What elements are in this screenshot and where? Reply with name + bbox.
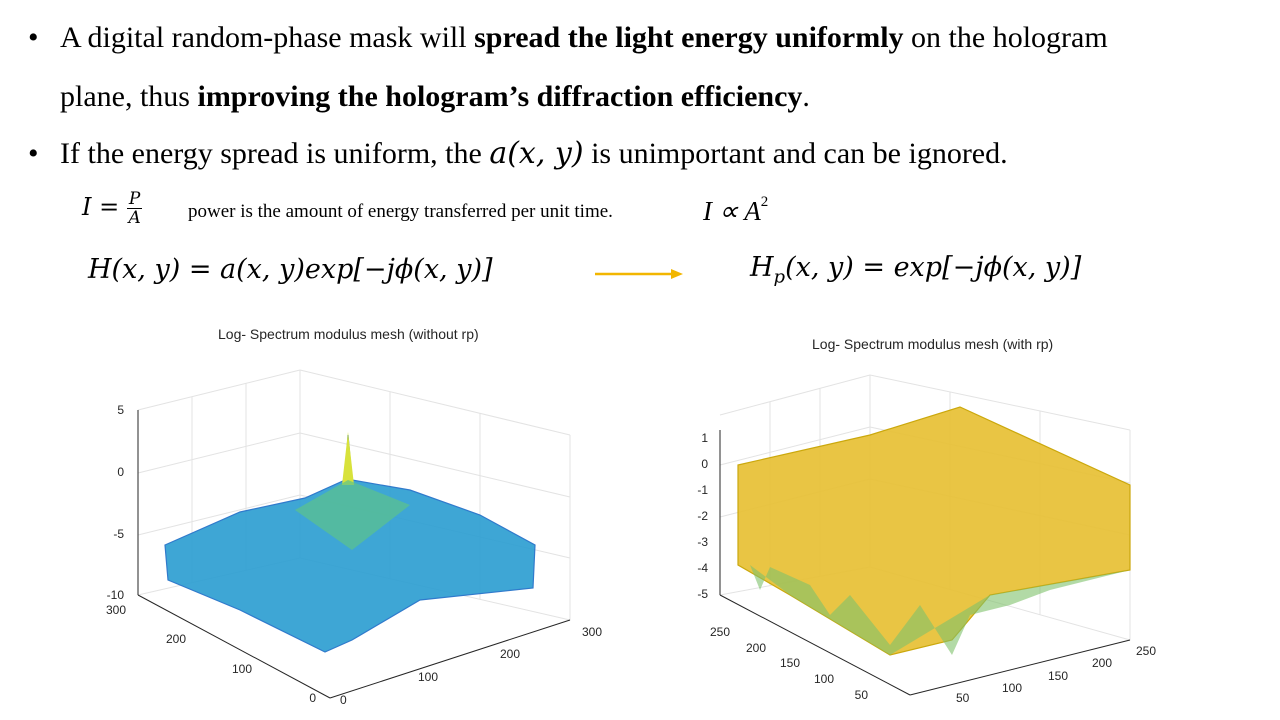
left-plot-title: Log- Spectrum modulus mesh (without rp) [218,326,479,342]
z-tick-label: 0 [701,457,708,471]
intensity-fraction: P A [126,189,143,228]
left-plot-axes [137,410,571,699]
intensity-lhs: I = [82,193,120,221]
right-plot-title: Log- Spectrum modulus mesh (with rp) [812,336,1054,352]
y-tick-label: 200 [746,641,766,655]
z-tick-label: 1 [701,431,708,445]
proportional-equation: I ∝ A2 [703,194,769,227]
right-surface-mesh [737,406,1131,656]
left-x-ticks: 0 100 200 300 [340,625,602,707]
bullet-1-bold-b: improving the hologram’s diffraction eff… [197,80,803,113]
y-tick-label: 100 [814,672,834,686]
bullet-2-math: a(x, y) [489,136,584,171]
x-tick-label: 100 [418,670,438,684]
hologram-equation-left: H(x, y) = a(x, y)exp[−jϕ(x, y)] [88,254,493,285]
bullet-1-text-b: on the hologram [903,21,1108,54]
x-tick-label: 100 [1002,681,1022,695]
y-tick-label: 50 [855,688,869,702]
left-surface-plot: 5 0 -5 -10 300 200 100 0 0 100 200 300 [106,369,602,707]
x-tick-label: 200 [1092,656,1112,670]
bullet-1-bold-a: spread the light energy uniformly [474,21,904,54]
y-tick-label: 200 [166,632,186,646]
x-tick-label: 50 [956,691,970,705]
left-surface-center [295,480,410,550]
right-plot-axes [719,430,1131,696]
right-z-ticks: 1 0 -1 -2 -3 -4 -5 [697,431,708,601]
z-tick-label: -3 [697,535,708,549]
bullet-1-line-2: plane, thus improving the hologram’s dif… [60,77,810,117]
z-tick-label: -4 [697,561,708,575]
y-tick-label: 150 [780,656,800,670]
left-z-ticks: 5 0 -5 -10 [107,403,125,602]
bullet-2: • If the energy spread is uniform, the a(… [28,134,1008,174]
y-tick-label: 0 [309,691,316,705]
y-tick-label: 250 [710,625,730,639]
z-tick-label: 5 [117,403,124,417]
x-tick-label: 200 [500,647,520,661]
right-y-ticks: 250 200 150 100 50 [710,625,868,702]
bullet-1-text-c: plane, thus [60,80,198,113]
hologram-right-subscript: p [773,266,786,288]
left-y-ticks: 300 200 100 0 [106,603,316,705]
x-tick-label: 250 [1136,644,1156,658]
arrow-right-icon [595,269,683,279]
z-tick-label: 0 [117,465,124,479]
hologram-right-rest: (x, y) = exp[−jϕ(x, y)] [785,252,1082,283]
power-note: power is the amount of energy transferre… [188,201,613,222]
proportional-text: I ∝ A [703,196,761,226]
hologram-equation-right: Hp(x, y) = exp[−jϕ(x, y)] [750,252,1081,287]
z-tick-label: -1 [697,483,708,497]
z-tick-label: -5 [113,527,124,541]
z-tick-label: -5 [697,587,708,601]
right-surface-spikes [750,565,1130,655]
left-surface-peak [342,432,354,485]
fraction-denominator: A [128,208,141,228]
y-tick-label: 300 [106,603,126,617]
bullet-1-text-a: A digital random-phase mask will [60,21,475,54]
fraction-numerator: P [126,189,143,209]
bullet-marker: • [28,137,39,170]
proportional-exponent: 2 [760,194,769,210]
bullet-1-line-1: • A digital random-phase mask will spread… [28,18,1108,58]
right-surface-plot: 1 0 -1 -2 -3 -4 -5 250 200 150 100 50 50… [697,374,1156,705]
bullet-2-text-a: If the energy spread is uniform, the [60,137,490,170]
z-tick-label: -2 [697,509,708,523]
bullet-marker: • [28,21,39,54]
z-tick-label: -10 [107,588,125,602]
bullet-2-text-b: is unimportant and can be ignored. [583,137,1008,170]
x-tick-label: 150 [1048,669,1068,683]
x-tick-label: 300 [582,625,602,639]
y-tick-label: 100 [232,662,252,676]
hologram-right-H: H [750,252,774,283]
intensity-equation: I = P A [82,189,143,228]
x-tick-label: 0 [340,693,347,707]
bullet-1-text-d: . [802,80,810,113]
right-x-ticks: 50 100 150 200 250 [956,644,1156,705]
